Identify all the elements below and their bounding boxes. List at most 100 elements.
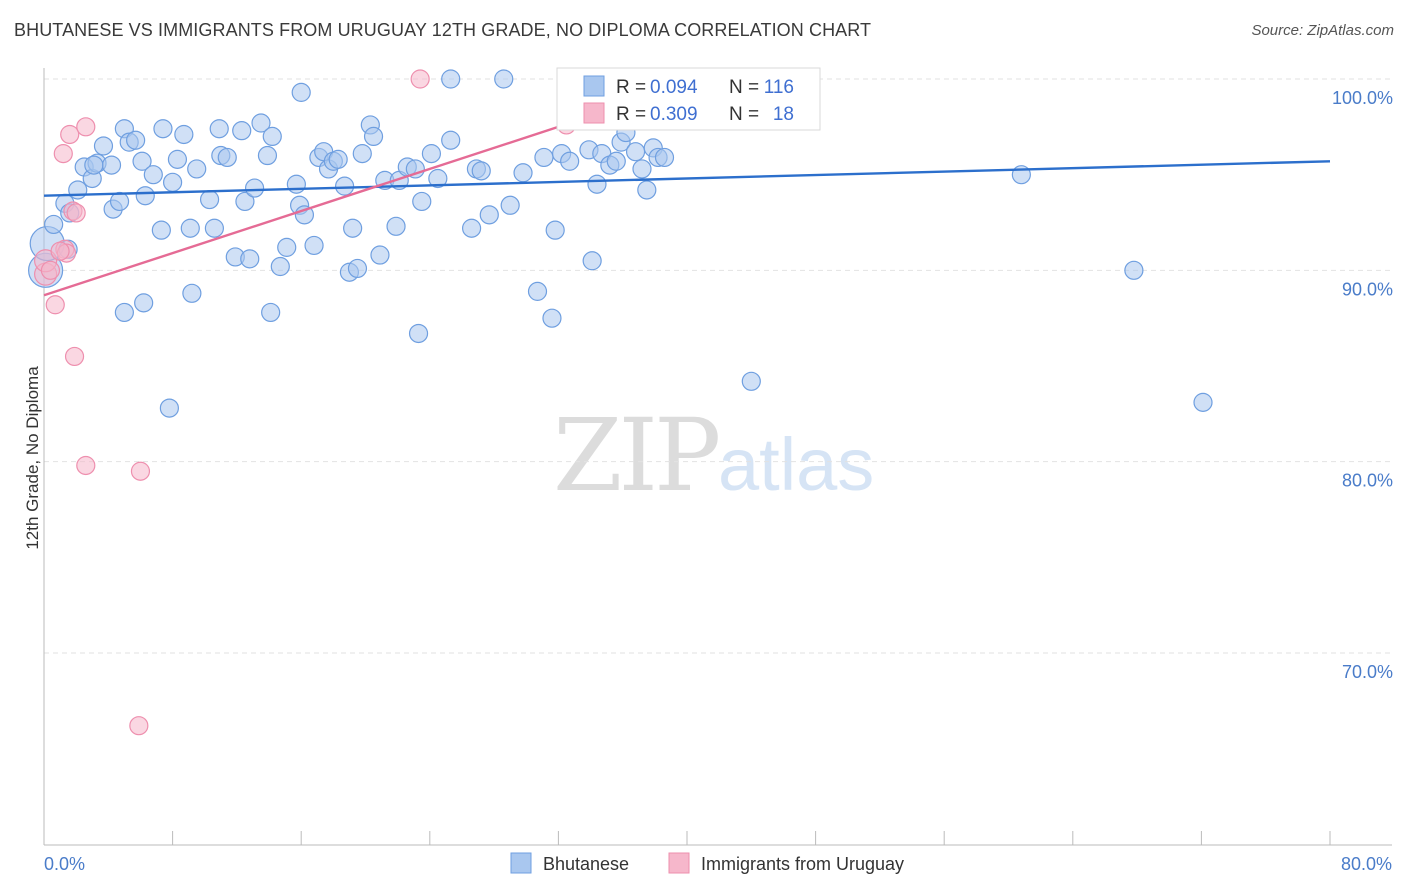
uruguay-point-17 bbox=[50, 241, 70, 261]
legend: Bhutanese Immigrants from Uruguay bbox=[510, 852, 904, 874]
bhutanese-point-72 bbox=[479, 205, 499, 225]
uruguay-point-14 bbox=[129, 716, 149, 736]
bhutanese-point-22 bbox=[163, 172, 183, 192]
bhutanese-point-113 bbox=[1124, 260, 1144, 280]
bhutanese-point-21 bbox=[153, 119, 173, 139]
uruguay-point-3 bbox=[45, 295, 65, 315]
bhutanese-point-13 bbox=[109, 191, 130, 212]
bhutanese-point-26 bbox=[187, 159, 207, 179]
bhutanese-point-17 bbox=[132, 151, 152, 171]
bhutanese-point-41 bbox=[277, 237, 297, 257]
bhutanese-point-27 bbox=[199, 189, 220, 210]
bhutanese-point-31 bbox=[217, 147, 237, 168]
bhutanese-point-105 bbox=[159, 398, 179, 418]
uruguay-point-2 bbox=[40, 260, 61, 280]
stats-pink-swatch bbox=[583, 102, 605, 124]
legend-bhutanese-label: Bhutanese bbox=[543, 854, 629, 874]
bhutanese-point-19 bbox=[143, 165, 163, 185]
bhutanese-point-69 bbox=[461, 218, 482, 238]
bhutanese-point-40 bbox=[270, 256, 290, 277]
stats-pink-r-value: 0.309 bbox=[650, 104, 698, 125]
uruguay-point-12 bbox=[76, 455, 96, 476]
bhutanese-point-16 bbox=[126, 130, 146, 150]
stats-box: R = 0.094 N = 116 R = 0.309 N = 18 bbox=[556, 67, 821, 131]
bhutanese-point-57 bbox=[363, 126, 384, 146]
bhutanese-point-114 bbox=[1193, 392, 1213, 412]
uruguay-point-15 bbox=[410, 69, 430, 89]
y-tick-label-70: 70.0% bbox=[1342, 662, 1393, 682]
uruguay-point-9 bbox=[66, 203, 86, 223]
stats-blue-r-label: R = bbox=[616, 77, 646, 98]
bhutanese-trend-line bbox=[43, 160, 1331, 197]
bhutanese-point-11 bbox=[101, 155, 122, 175]
legend-uruguay-swatch bbox=[668, 852, 690, 874]
bhutanese-point-6 bbox=[68, 180, 88, 200]
stats-pink-n-value: 18 bbox=[773, 104, 794, 125]
bhutanese-point-78 bbox=[542, 308, 562, 328]
bhutanese-point-54 bbox=[347, 258, 368, 279]
bhutanese-point-58 bbox=[370, 245, 390, 265]
bhutanese-point-84 bbox=[587, 174, 607, 194]
bhutanese-point-65 bbox=[421, 144, 442, 164]
bhutanese-point-45 bbox=[304, 235, 324, 256]
bhutanese-point-115 bbox=[180, 218, 200, 238]
bhutanese-point-29 bbox=[209, 119, 229, 139]
bhutanese-point-50 bbox=[328, 149, 348, 169]
bhutanese-point-55 bbox=[352, 144, 372, 164]
y-axis-label: 12th Grade, No Diploma bbox=[23, 366, 42, 550]
bhutanese-point-51 bbox=[335, 176, 355, 196]
stats-blue-n-label: N = bbox=[729, 77, 759, 98]
stats-blue-n-value: 116 bbox=[764, 77, 794, 98]
bhutanese-point-38 bbox=[257, 145, 278, 166]
y-tick-label-80: 80.0% bbox=[1342, 471, 1393, 491]
bhutanese-point-42 bbox=[286, 174, 306, 194]
bhutanese-point-28 bbox=[204, 218, 224, 238]
uruguay-point-10 bbox=[76, 117, 96, 137]
bhutanese-point-91 bbox=[632, 159, 652, 179]
uruguay-point-13 bbox=[130, 461, 151, 481]
stats-pink-r-label: R = bbox=[616, 104, 646, 125]
bhutanese-point-2 bbox=[44, 214, 64, 235]
bhutanese-point-92 bbox=[637, 180, 657, 200]
bhutanese-point-104 bbox=[741, 371, 761, 391]
bhutanese-point-81 bbox=[560, 151, 580, 171]
bhutanese-point-111 bbox=[84, 155, 104, 175]
chart-title: BHUTANESE VS IMMIGRANTS FROM URUGUAY 12T… bbox=[14, 20, 872, 40]
x-tick-label-max: 80.0% bbox=[1341, 854, 1392, 874]
x-axis-ticks bbox=[43, 831, 1331, 845]
bhutanese-point-77 bbox=[534, 147, 554, 168]
x-tick-label-min: 0.0% bbox=[44, 854, 85, 874]
bhutanese-point-36 bbox=[244, 178, 265, 198]
bhutanese-point-66 bbox=[428, 168, 448, 189]
bhutanese-point-20 bbox=[151, 220, 171, 240]
bhutanese-point-68 bbox=[441, 69, 461, 89]
legend-uruguay-label: Immigrants from Uruguay bbox=[701, 854, 904, 874]
uruguay-point-11 bbox=[64, 346, 85, 367]
bhutanese-point-35 bbox=[240, 249, 260, 269]
bhutanese-point-87 bbox=[606, 151, 626, 171]
uruguay-point-7 bbox=[60, 124, 80, 145]
bhutanese-point-53 bbox=[343, 218, 363, 238]
bhutanese-point-25 bbox=[182, 283, 202, 303]
bhutanese-point-37 bbox=[251, 113, 271, 133]
bhutanese-point-60 bbox=[386, 216, 406, 236]
bhutanese-point-39 bbox=[262, 126, 282, 146]
axes bbox=[43, 68, 1392, 846]
bhutanese-point-71 bbox=[471, 161, 491, 181]
bhutanese-point-109 bbox=[408, 323, 429, 344]
bhutanese-point-79 bbox=[545, 220, 565, 240]
bhutanese-point-75 bbox=[513, 163, 533, 183]
watermark-atlas: atlas bbox=[718, 423, 874, 506]
bhutanese-point-67 bbox=[441, 130, 461, 150]
watermark-zip: ZIP bbox=[553, 397, 718, 514]
bhutanese-point-10 bbox=[93, 136, 114, 156]
bhutanese-point-23 bbox=[167, 149, 188, 169]
stats-blue-swatch bbox=[583, 75, 605, 97]
bhutanese-point-95 bbox=[654, 147, 675, 168]
bhutanese-point-110 bbox=[291, 82, 311, 102]
bhutanese-point-83 bbox=[582, 251, 602, 271]
legend-bhutanese-swatch bbox=[510, 852, 532, 874]
bhutanese-point-24 bbox=[174, 124, 194, 145]
bhutanese-point-107 bbox=[134, 293, 154, 313]
